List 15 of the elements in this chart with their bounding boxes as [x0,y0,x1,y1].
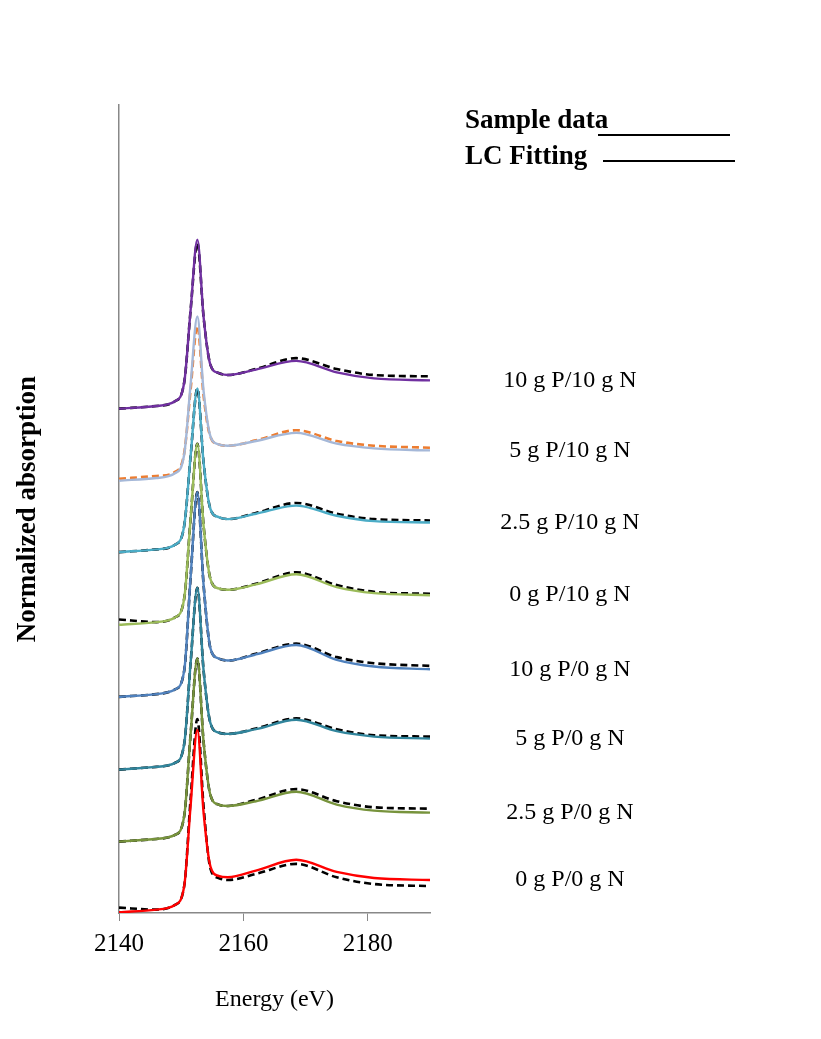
x-tick-label: 2180 [342,928,393,956]
text: LC Fitting [465,140,588,171]
text: 2.5 g P/0 g N [506,797,634,824]
text: 5 g P/0 g N [515,723,625,750]
text: 0 g P/0 g N [515,865,625,892]
x-axis-title: Energy (eV) [215,984,334,1011]
text: 0 g P/10 g N [509,580,631,607]
text: 5 g P/10 g N [509,435,631,462]
text: 10 g P/0 g N [509,654,631,681]
text: 2.5 g P/10 g N [500,507,640,534]
x-tick-label: 2140 [94,928,144,956]
text: Sample data [465,104,609,135]
text: 10 g P/10 g N [503,365,637,392]
y-axis-title: Normalized absorption [11,375,42,643]
x-tick-label: 2160 [218,928,269,956]
